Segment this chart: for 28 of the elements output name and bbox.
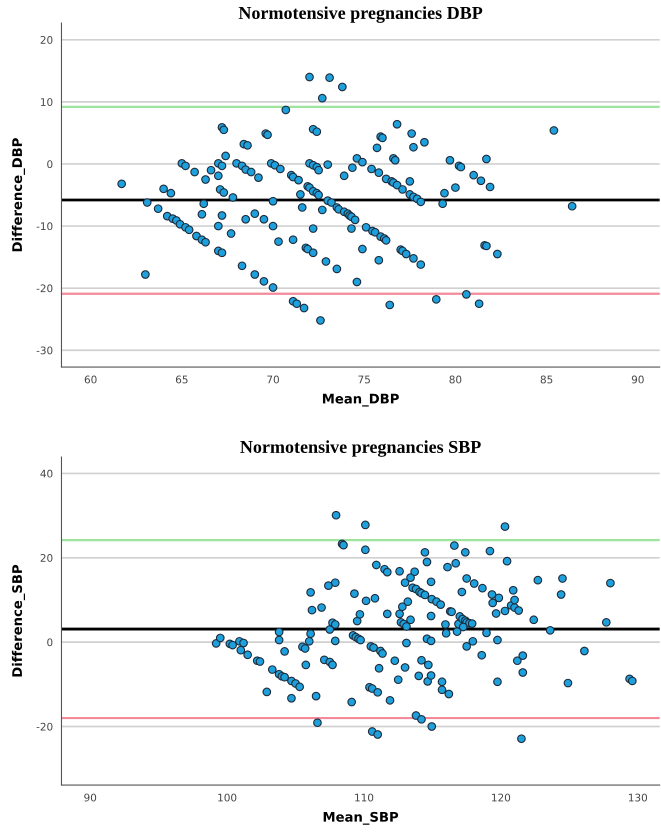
chart-title: Normotensive pregnancies SBP (240, 440, 481, 457)
x-tick-label: 75 (358, 376, 370, 384)
y-tick-label: -10 (36, 222, 52, 230)
y-tick-label: -30 (36, 346, 52, 354)
x-tick-label: 120 (492, 794, 510, 802)
chart-title: Normotensive pregnancies DBP (238, 6, 482, 23)
x-tick-label: 100 (218, 794, 236, 802)
y-tick-label: -20 (36, 722, 52, 731)
y-axis-title: Difference_DBP (12, 138, 26, 252)
x-tick-label: 70 (267, 376, 279, 384)
y-tick-label: 0 (47, 638, 52, 646)
y-tick-label: 10 (41, 98, 52, 106)
x-tick-label: 65 (176, 376, 188, 384)
x-tick-label: 60 (84, 376, 97, 384)
y-axis-title: Difference_SBP (12, 564, 26, 677)
x-axis-title: Mean_SBP (324, 812, 398, 825)
y-tick-label: 20 (40, 554, 52, 562)
x-tick-label: 110 (355, 794, 374, 802)
x-axis-title: Mean_DBP (322, 394, 399, 407)
x-tick-label: 130 (628, 794, 648, 802)
x-tick-label: 85 (540, 376, 552, 384)
x-tick-label: 80 (449, 376, 462, 384)
x-tick-label: 90 (632, 376, 644, 384)
y-tick-label: 40 (40, 470, 52, 478)
y-tick-label: 20 (40, 36, 52, 44)
y-tick-label: -20 (36, 284, 52, 292)
x-tick-label: 90 (84, 794, 96, 802)
y-tick-label: 0 (47, 160, 52, 168)
